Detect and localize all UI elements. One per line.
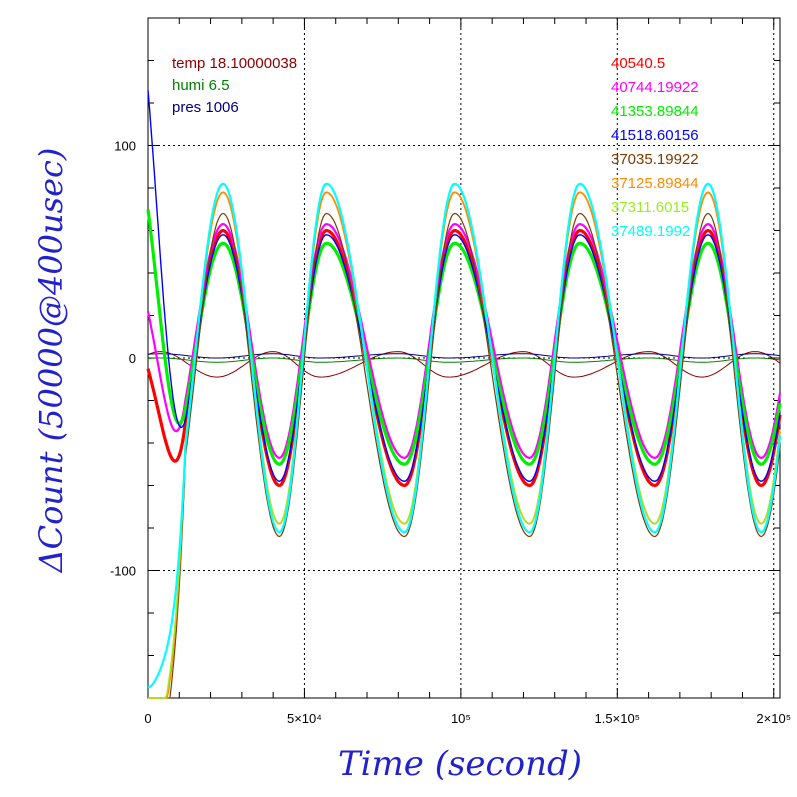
x-tick-label: 1.5×10⁵ [595,711,641,726]
y-tick-labels: 100 0 -100 [110,139,136,579]
x-axis-title: Time (second) [338,744,582,784]
series-line [148,212,781,699]
series-line [146,223,782,459]
series-line [146,209,782,466]
tick-marks [147,17,780,699]
series-lines [146,90,782,699]
series-line [147,182,782,689]
series-legend-entry: 41518.60156 [611,127,699,144]
series-legend-entry: 41353.89844 [611,103,699,120]
y-axis-title: ΔCount (50000@400usec) [32,148,70,575]
y-tick-label: -100 [110,564,136,579]
env-legend-entry: pres 1006 [172,99,239,116]
env-legend-entry: humi 6.5 [172,77,230,94]
env-legend: temp 18.10000038 humi 6.5 pres 1006 [172,55,297,116]
series-legend-entry: 37035.19922 [611,151,699,168]
series-legend: 40540.5 40744.19922 41353.89844 41518.60156… [611,55,699,240]
series-legend-entry: 37489.1992 [611,223,690,240]
series-legend-entry: 40540.5 [611,55,665,72]
env-legend-entry: temp 18.10000038 [172,55,297,72]
y-tick-label: 0 [129,351,136,366]
series-legend-entry: 37311.6015 [611,199,689,216]
x-tick-label: 10⁵ [451,711,471,726]
x-tick-label: 5×10⁴ [287,711,322,726]
series-legend-entry: 37125.89844 [611,175,699,192]
x-tick-labels: 0 5×10⁴ 10⁵ 1.5×10⁵ 2×10⁵ [144,711,791,726]
x-tick-label: 0 [144,711,151,726]
x-tick-label: 2×10⁵ [756,711,791,726]
series-legend-entry: 40744.19922 [611,79,699,96]
y-tick-label: 100 [114,139,136,154]
